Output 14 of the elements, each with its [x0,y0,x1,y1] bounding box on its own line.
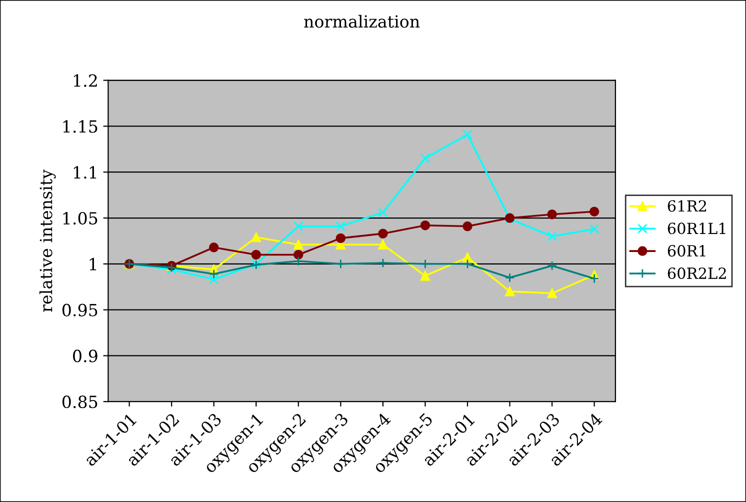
y-axis-title: relative intensity [39,169,56,312]
chart-title: normalization [304,14,420,28]
y-tick-label: 0.85 [62,396,98,408]
y-tick-label: 0.95 [62,304,98,316]
y-tick-label: 1.05 [63,212,98,225]
legend-label: 61R2 [668,200,706,212]
y-tick-label: 1.1 [74,166,96,179]
legend-label: 60R1 [668,245,706,257]
y-tick-label: 1 [90,258,96,270]
y-tick-label: 1.2 [74,74,97,87]
legend-label: 60R1L1 [668,222,726,234]
y-tick-label: 1.15 [63,120,98,133]
legend-label: 60R2L2 [668,267,726,280]
y-tick-label: 0.9 [73,350,98,362]
